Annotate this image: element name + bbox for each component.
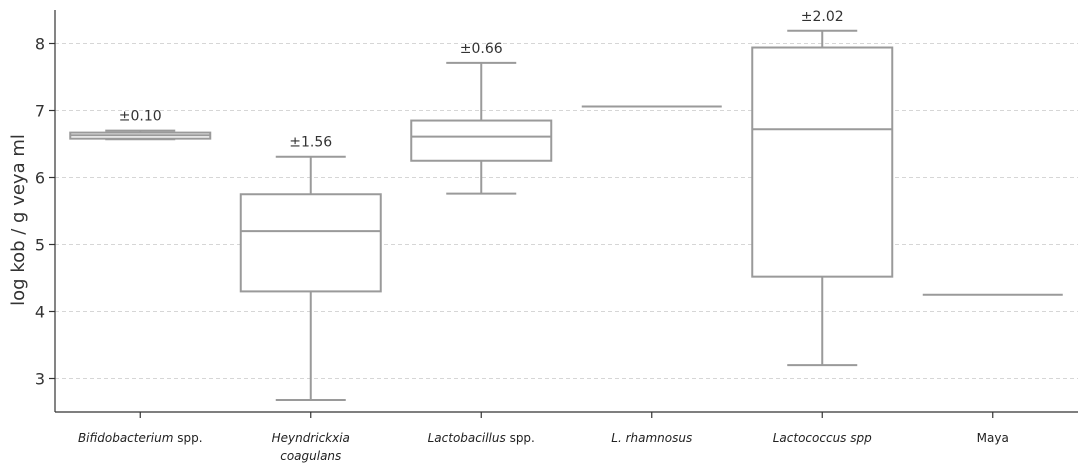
box-layer <box>69 29 1063 401</box>
y-tick-label: 4 <box>35 303 45 322</box>
y-axis-label: log kob / g veya ml <box>8 134 29 306</box>
iqr-box <box>751 46 894 278</box>
x-category-label-name: Heyndrickxia <box>272 431 350 445</box>
x-category-label: Bifidobacterium spp. <box>78 431 203 445</box>
x-category-label: Lactobacillus spp. <box>428 431 535 445</box>
y-tick-label: 8 <box>35 35 45 54</box>
axis-layer: 3 4 5 6 7 8 <box>35 10 1078 418</box>
x-category-label-line2-name: coagulans <box>280 449 341 463</box>
iqr-box <box>239 193 382 293</box>
iqr-box <box>410 119 553 162</box>
box-group <box>239 155 382 401</box>
std-annotation: ±0.10 <box>119 109 162 125</box>
std-annotation: ±1.56 <box>289 135 332 151</box>
box-group <box>751 29 894 367</box>
label-layer: ±0.10 ±1.56 ±0.66 ±2.02 Bifidobacterium spp.… <box>78 9 1009 463</box>
y-tick-label: 6 <box>35 169 45 188</box>
x-category-label-line2: coagulans <box>280 449 341 463</box>
x-category-label-name: Bifidobacterium <box>78 431 174 445</box>
box-group <box>69 129 212 141</box>
grid-layer <box>55 43 1078 379</box>
x-category-label-name: Lactobacillus <box>428 431 506 445</box>
y-tick-label: 5 <box>35 236 45 255</box>
std-annotation: ±0.66 <box>460 41 503 57</box>
x-category-label-suffix: spp. <box>173 431 202 445</box>
std-annotation: ±2.02 <box>801 9 844 25</box>
x-category-label-name: Lactococcus spp <box>773 431 872 445</box>
x-category-label-name: L. rhamnosus <box>611 431 692 445</box>
x-category-label: Heyndrickxia <box>272 431 350 445</box>
x-category-label: L. rhamnosus <box>611 431 692 445</box>
x-category-label: Maya <box>977 431 1009 445</box>
y-tick-label: 3 <box>35 370 45 389</box>
x-category-label-suffix: spp. <box>506 431 535 445</box>
x-category-label-name: Maya <box>977 431 1009 445</box>
box-group <box>410 61 553 195</box>
x-category-label: Lactococcus spp <box>773 431 872 445</box>
y-tick-label: 7 <box>35 102 45 121</box>
